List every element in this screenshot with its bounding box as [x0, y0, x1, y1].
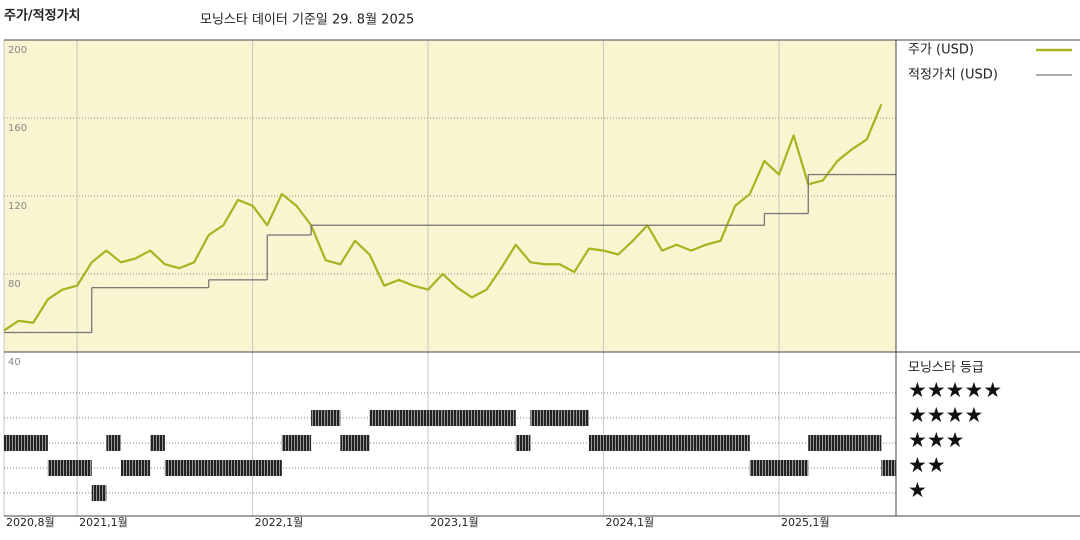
rating-bar: [808, 435, 823, 451]
rating-bar: [384, 410, 399, 426]
y-tick-label: 160: [8, 123, 27, 134]
legend-label: 주가 (USD): [908, 43, 974, 58]
x-tick-label: 2020,8월: [6, 516, 55, 529]
rating-label: ★: [908, 478, 927, 502]
rating-bar: [574, 410, 589, 426]
rating-bar: [281, 435, 297, 451]
x-tick-label: 2022,1월: [255, 516, 304, 529]
x-tick-label: 2025,1월: [781, 516, 830, 529]
rating-bar: [837, 435, 853, 451]
rating-bar: [194, 460, 209, 476]
rating-bar: [106, 435, 121, 451]
rating-label: ★★★★: [908, 403, 983, 427]
legend-label: 적정가치 (USD): [908, 68, 998, 83]
rating-bar: [691, 435, 706, 451]
rating-bar: [267, 460, 282, 476]
rating-label: ★★★: [908, 428, 964, 452]
rating-bar: [501, 410, 516, 426]
chart-subtitle: 모닝스타 데이터 기준일 29. 8월 2025: [200, 13, 414, 28]
rating-bar: [311, 410, 326, 426]
rating-bar: [4, 435, 19, 451]
rating-bar: [18, 435, 34, 451]
rating-bar: [223, 460, 238, 476]
rating-label: ★★: [908, 453, 946, 477]
rating-bar: [208, 460, 224, 476]
rating-bar: [852, 435, 867, 451]
x-tick-label: 2021,1월: [79, 516, 128, 529]
x-tick-label: 2023,1월: [430, 516, 479, 529]
rating-bar: [822, 435, 838, 451]
rating-bar: [340, 435, 355, 451]
rating-bar: [252, 460, 268, 476]
rating-bar: [515, 435, 531, 451]
rating-bar: [779, 460, 794, 476]
rating-bar: [632, 435, 648, 451]
rating-bar: [413, 410, 429, 426]
rating-bar: [325, 410, 341, 426]
rating-bar: [530, 410, 546, 426]
rating-bar: [164, 460, 180, 476]
rating-bar: [77, 460, 92, 476]
rating-bar: [135, 460, 151, 476]
rating-bar: [705, 435, 721, 451]
rating-bar: [442, 410, 458, 426]
rating-bar: [179, 460, 195, 476]
y-tick-label: 40: [8, 357, 21, 368]
rating-bar: [720, 435, 736, 451]
chart-title: 주가/적정가치: [4, 8, 81, 24]
rating-bar: [398, 410, 414, 426]
rating-bar: [354, 435, 370, 451]
rating-bar: [457, 410, 472, 426]
y-tick-label: 80: [8, 279, 21, 290]
rating-bar: [150, 435, 165, 451]
rating-bar: [603, 435, 619, 451]
rating-bar: [296, 435, 312, 451]
plot-background: [4, 40, 896, 352]
rating-bar: [91, 485, 107, 501]
rating-bar: [559, 410, 575, 426]
rating-bar: [237, 460, 253, 476]
rating-bar: [428, 410, 443, 426]
rating-bar: [120, 460, 136, 476]
rating-bar: [47, 460, 63, 476]
rating-bar: [866, 435, 882, 451]
rating-bar: [793, 460, 809, 476]
rating-label: ★★★★★: [908, 378, 1002, 402]
rating-bar: [588, 435, 604, 451]
rating-bar: [662, 435, 677, 451]
rating-bar: [369, 410, 385, 426]
y-tick-label: 200: [8, 45, 27, 56]
rating-bar: [881, 460, 896, 476]
rating-bar: [618, 435, 633, 451]
y-tick-label: 120: [8, 201, 27, 212]
rating-bar: [749, 460, 765, 476]
rating-bar: [676, 435, 692, 451]
rating-bar: [735, 435, 750, 451]
x-tick-label: 2024,1월: [606, 516, 655, 529]
rating-bar: [62, 460, 78, 476]
rating-bar: [764, 460, 780, 476]
rating-bar: [471, 410, 487, 426]
rating-title: 모닝스타 등급: [908, 361, 984, 376]
rating-bar: [545, 410, 560, 426]
rating-bar: [647, 435, 663, 451]
rating-bar: [486, 410, 502, 426]
rating-bar: [33, 435, 48, 451]
price-line: [3, 103, 883, 332]
